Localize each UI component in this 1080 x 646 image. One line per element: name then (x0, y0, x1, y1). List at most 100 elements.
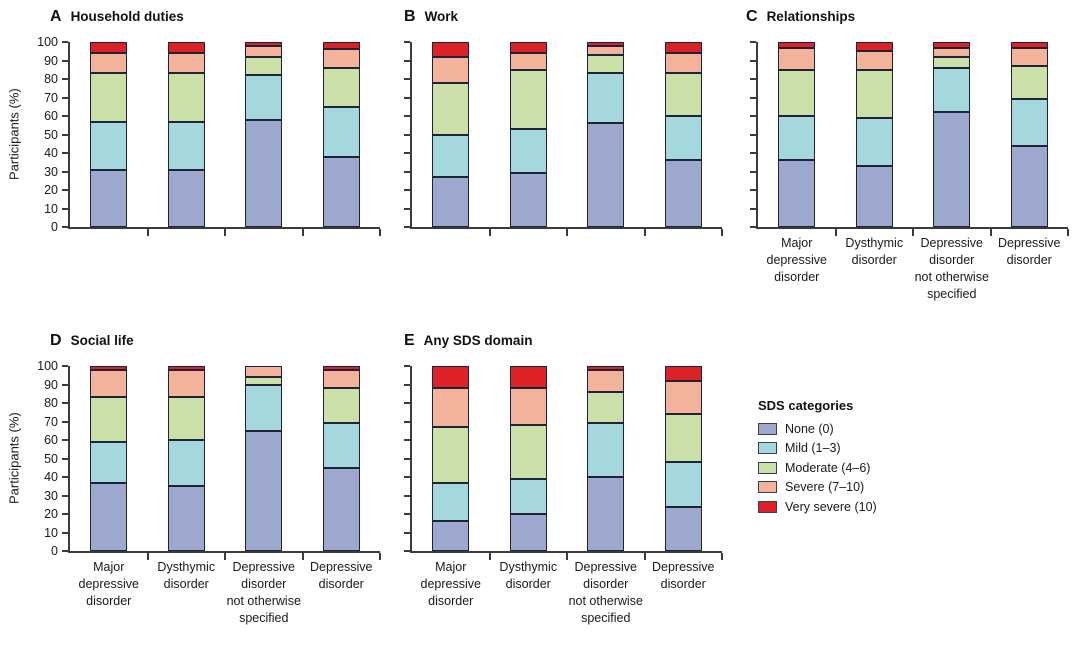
y-axis-tick (62, 439, 68, 441)
y-axis-tick (62, 226, 68, 228)
bar-major-depressive-disorder (432, 42, 470, 227)
bar-depressive-disorder (322, 42, 360, 227)
x-category-label-depressive-disorder: Depressive disorder (651, 560, 715, 591)
segment-none (509, 173, 547, 227)
panel-title-text: Work (424, 9, 459, 24)
segment-moderate (933, 56, 971, 68)
segment-mild (90, 121, 128, 170)
segment-mild (322, 106, 360, 157)
segment-moderate (245, 377, 283, 385)
panel-letter: A (50, 8, 62, 25)
y-tick-label: 70 (44, 90, 58, 105)
y-axis-tick (62, 152, 68, 154)
segment-none (167, 169, 205, 227)
legend-label-mild: Mild (1–3) (785, 441, 841, 456)
y-axis-tick (750, 189, 756, 191)
x-category-label-major-depressive-disorder: Major depressive disorder (420, 560, 481, 608)
y-tick-label: 40 (44, 146, 58, 160)
y-tick-label: 10 (44, 201, 58, 216)
y-tick-label: 0 (51, 544, 58, 558)
segment-very-severe (664, 366, 702, 381)
y-axis-tick (750, 59, 756, 62)
y-axis-tick (404, 531, 410, 534)
y-axis-tick (62, 41, 68, 43)
segment-mild (664, 462, 702, 507)
bar-major-depressive-disorder (90, 42, 128, 227)
y-tick-label: 70 (44, 414, 58, 429)
bar-major-depressive-disorder (90, 366, 128, 551)
x-axis-tick (643, 553, 646, 560)
y-axis-tick (404, 439, 410, 441)
y-tick-label: 40 (44, 470, 58, 484)
segment-very-severe (778, 42, 816, 48)
segment-very-severe (432, 366, 470, 389)
y-axis-tick (62, 170, 68, 173)
y-axis-tick (404, 133, 410, 136)
segment-very-severe (322, 42, 360, 50)
y-axis-tick (62, 531, 68, 534)
panel-title-text: Relationships (766, 9, 856, 24)
y-tick-label: 30 (44, 488, 58, 503)
y-axis-tick (62, 207, 68, 210)
y-axis-tick (62, 402, 68, 404)
segment-moderate (322, 388, 360, 424)
bar-depressive-disorder (664, 42, 702, 227)
y-axis-tick (404, 550, 410, 552)
segment-very-severe (167, 366, 205, 370)
panel-title-text: Social life (70, 333, 134, 348)
y-tick-label: 80 (44, 396, 58, 410)
segment-moderate (509, 425, 547, 479)
segment-severe (855, 51, 893, 70)
segment-none (587, 477, 625, 551)
segment-severe (322, 49, 360, 68)
y-axis-tick (404, 383, 410, 386)
segment-severe (245, 366, 283, 378)
segment-severe (509, 53, 547, 70)
segment-none (855, 165, 893, 227)
y-axis-tick (404, 207, 410, 210)
x-axis-tick (488, 553, 491, 560)
y-axis-tick (404, 115, 410, 117)
y-axis-tick (62, 457, 68, 460)
segment-moderate (432, 427, 470, 483)
segment-mild (1010, 99, 1048, 146)
y-tick-label: 20 (44, 183, 58, 197)
segment-severe (245, 45, 283, 57)
segment-severe (587, 45, 625, 55)
segment-very-severe (509, 366, 547, 389)
segment-none (167, 486, 205, 551)
segment-severe (664, 53, 702, 74)
segment-mild (432, 134, 470, 178)
segment-mild (322, 423, 360, 468)
plot-area-social-life: 0 10 20 30 40 50 60 70 80 90 100 Major depressive d… (37, 359, 381, 625)
y-axis-tick (62, 78, 68, 80)
bar-depressive-disorder-not-otherwise-specified (245, 366, 283, 551)
y-axis-tick (62, 365, 68, 367)
segment-none (90, 169, 128, 227)
segment-moderate (90, 397, 128, 442)
segment-very-severe (587, 42, 625, 46)
segment-mild (587, 73, 625, 124)
y-axis-tick (404, 365, 410, 367)
x-category-label-major-depressive-disorder: Major depressive disorder (78, 560, 139, 608)
legend-swatch-mild (758, 442, 777, 455)
y-axis-tick (404, 420, 410, 423)
y-axis-tick (62, 115, 68, 117)
y-tick-label: 90 (44, 53, 58, 68)
panel-letter: D (50, 332, 62, 349)
x-axis-tick (566, 229, 568, 236)
bar-depressive-disorder-not-otherwise-specified (933, 42, 971, 227)
bar-depressive-disorder-not-otherwise-specified (587, 366, 625, 551)
segment-moderate (855, 69, 893, 118)
y-axis-tick (62, 133, 68, 136)
legend-entry-none: None (0) (758, 419, 877, 439)
segment-mild (587, 423, 625, 477)
y-axis-tick (750, 133, 756, 136)
segment-mild (90, 441, 128, 483)
y-axis-tick (404, 402, 410, 404)
y-axis-tick (62, 476, 68, 478)
bar-dysthymic-disorder (167, 42, 205, 227)
y-axis-tick (750, 207, 756, 210)
segment-very-severe (90, 366, 128, 370)
bar-depressive-disorder (1010, 42, 1048, 227)
